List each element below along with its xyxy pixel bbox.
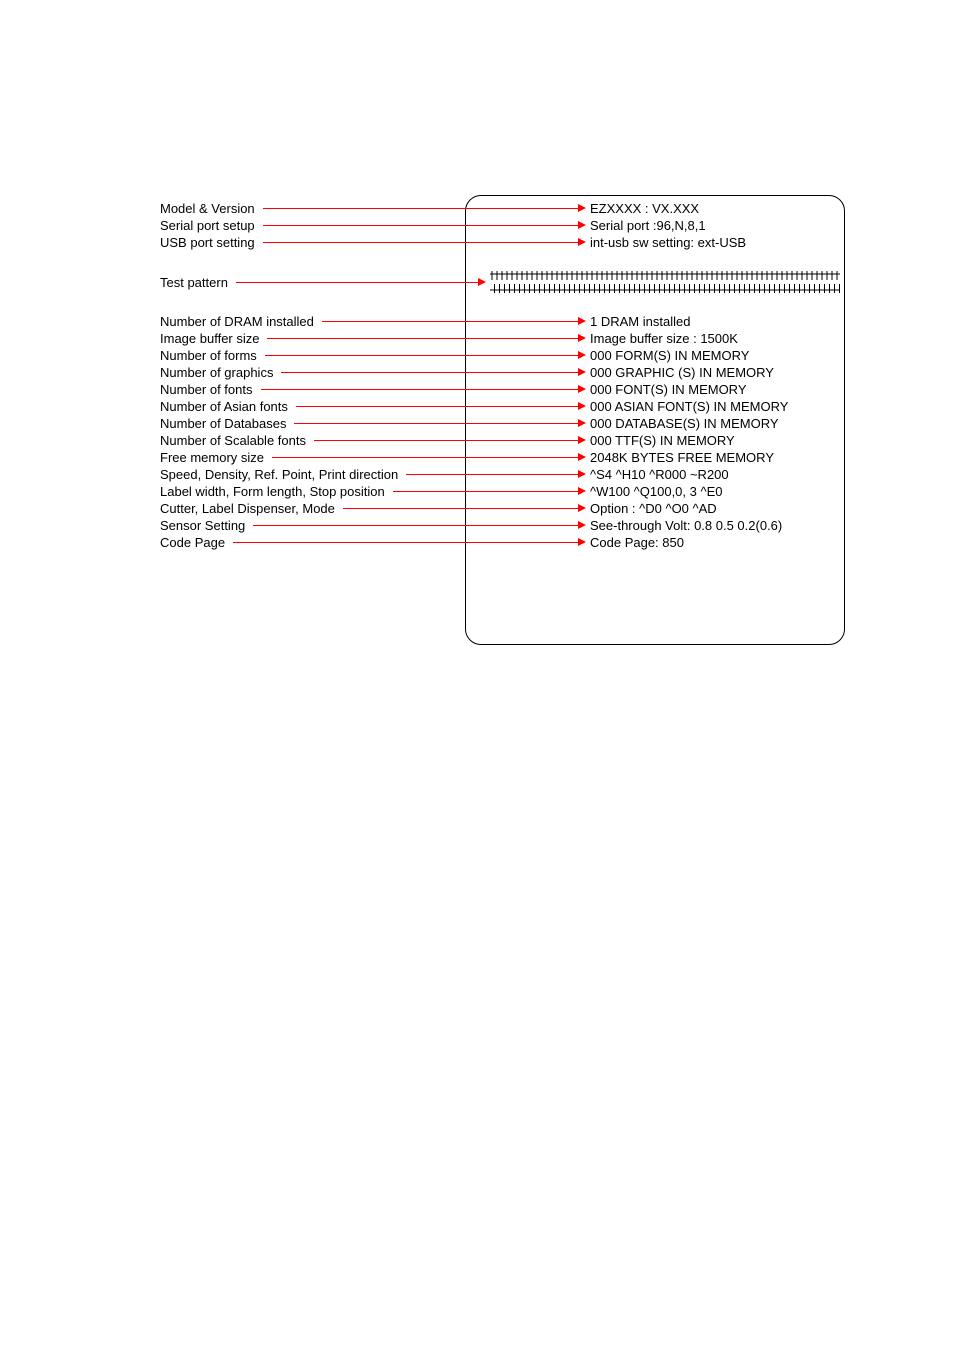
row-label: Number of forms — [160, 348, 257, 363]
row-label: Number of Scalable fonts — [160, 433, 306, 448]
connector-arrow — [263, 242, 586, 243]
diagram-row: Label width, Form length, Stop position … — [160, 483, 840, 500]
row-label: Code Page — [160, 535, 225, 550]
row-label: Number of Asian fonts — [160, 399, 288, 414]
row-label: Number of Databases — [160, 416, 286, 431]
row-value: 000 GRAPHIC (S) IN MEMORY — [590, 365, 840, 380]
diagram-row: Image buffer size Image buffer size : 15… — [160, 330, 840, 347]
connector-arrow — [294, 423, 586, 424]
connector-arrow — [263, 208, 586, 209]
diagram-container: Model & Version EZXXXX : VX.XXX Serial p… — [160, 200, 840, 551]
diagram-row: Free memory size 2048K BYTES FREE MEMORY — [160, 449, 840, 466]
connector-arrow — [322, 321, 586, 322]
test-pattern-row: Test pattern — [160, 266, 840, 298]
row-value: 000 DATABASE(S) IN MEMORY — [590, 416, 840, 431]
connector-arrow — [236, 282, 486, 283]
diagram-row: USB port setting int-usb sw setting: ext… — [160, 234, 840, 251]
row-value: 2048K BYTES FREE MEMORY — [590, 450, 840, 465]
diagram-row: Number of graphics 000 GRAPHIC (S) IN ME… — [160, 364, 840, 381]
diagram-row: Code Page Code Page: 850 — [160, 534, 840, 551]
diagram-row: Number of Databases 000 DATABASE(S) IN M… — [160, 415, 840, 432]
connector-arrow — [253, 525, 586, 526]
row-value: 1 DRAM installed — [590, 314, 840, 329]
connector-arrow — [314, 440, 586, 441]
connector-arrow — [272, 457, 586, 458]
row-value: Option : ^D0 ^O0 ^AD — [590, 501, 840, 516]
connector-arrow — [281, 372, 586, 373]
row-label: Test pattern — [160, 275, 228, 290]
connector-arrow — [261, 389, 587, 390]
row-label: Speed, Density, Ref. Point, Print direct… — [160, 467, 398, 482]
row-value: Code Page: 850 — [590, 535, 840, 550]
row-label: Serial port setup — [160, 218, 255, 233]
row-label: Sensor Setting — [160, 518, 245, 533]
row-value: ^W100 ^Q100,0, 3 ^E0 — [590, 484, 840, 499]
row-value: Image buffer size : 1500K — [590, 331, 840, 346]
row-value: EZXXXX : VX.XXX — [590, 201, 840, 216]
diagram-row: Cutter, Label Dispenser, Mode Option : ^… — [160, 500, 840, 517]
row-label: USB port setting — [160, 235, 255, 250]
connector-arrow — [406, 474, 586, 475]
row-label: Number of graphics — [160, 365, 273, 380]
connector-arrow — [265, 355, 586, 356]
diagram-row: Number of fonts 000 FONT(S) IN MEMORY — [160, 381, 840, 398]
row-label: Free memory size — [160, 450, 264, 465]
row-value: int-usb sw setting: ext-USB — [590, 235, 840, 250]
row-value: 000 FONT(S) IN MEMORY — [590, 382, 840, 397]
diagram-row: Number of Asian fonts 000 ASIAN FONT(S) … — [160, 398, 840, 415]
test-pattern-graphic — [490, 271, 840, 293]
connector-arrow — [393, 491, 586, 492]
diagram-row: Number of forms 000 FORM(S) IN MEMORY — [160, 347, 840, 364]
diagram-row: Number of DRAM installed 1 DRAM installe… — [160, 313, 840, 330]
diagram-row: Speed, Density, Ref. Point, Print direct… — [160, 466, 840, 483]
diagram-row: Model & Version EZXXXX : VX.XXX — [160, 200, 840, 217]
row-label: Number of fonts — [160, 382, 253, 397]
diagram-row: Sensor Setting See-through Volt: 0.8 0.5… — [160, 517, 840, 534]
row-value: ^S4 ^H10 ^R000 ~R200 — [590, 467, 840, 482]
row-label: Number of DRAM installed — [160, 314, 314, 329]
connector-arrow — [233, 542, 586, 543]
row-label: Model & Version — [160, 201, 255, 216]
connector-arrow — [296, 406, 586, 407]
row-label: Label width, Form length, Stop position — [160, 484, 385, 499]
diagram-row: Number of Scalable fonts 000 TTF(S) IN M… — [160, 432, 840, 449]
row-value: Serial port :96,N,8,1 — [590, 218, 840, 233]
connector-arrow — [263, 225, 586, 226]
connector-arrow — [343, 508, 586, 509]
diagram-row: Serial port setup Serial port :96,N,8,1 — [160, 217, 840, 234]
row-value: 000 ASIAN FONT(S) IN MEMORY — [590, 399, 840, 414]
connector-arrow — [267, 338, 586, 339]
row-label: Cutter, Label Dispenser, Mode — [160, 501, 335, 516]
row-value: 000 TTF(S) IN MEMORY — [590, 433, 840, 448]
row-label: Image buffer size — [160, 331, 259, 346]
row-value: See-through Volt: 0.8 0.5 0.2(0.6) — [590, 518, 840, 533]
row-value: 000 FORM(S) IN MEMORY — [590, 348, 840, 363]
